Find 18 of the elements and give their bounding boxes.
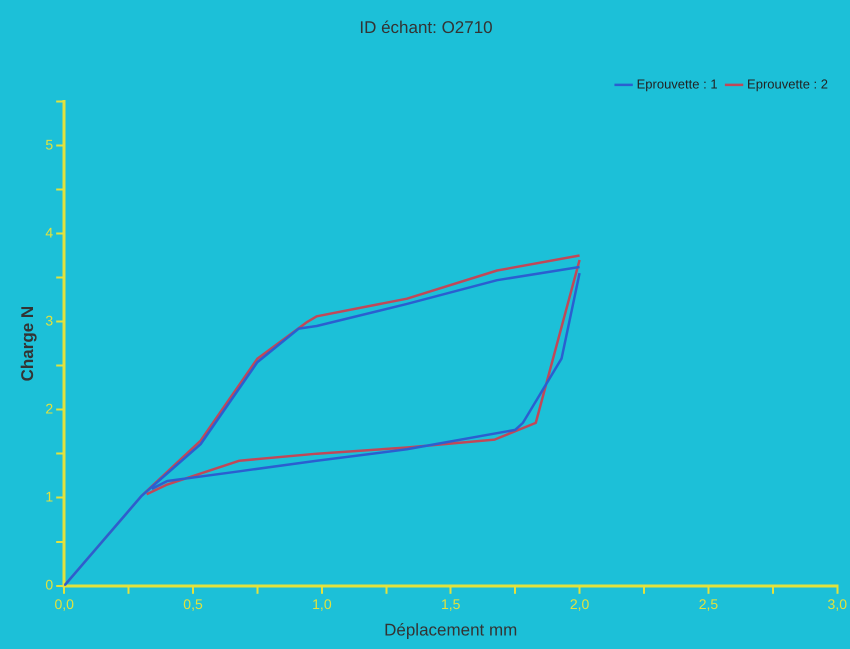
y-tick-label: 2 (45, 400, 54, 417)
y-tick-label: 3 (45, 312, 54, 328)
y-tick-label: 5 (45, 136, 54, 152)
x-tick-label: 0,5 (183, 596, 203, 612)
x-tick-label: 1,5 (440, 596, 461, 612)
x-tick-label: 1,0 (312, 596, 332, 612)
y-axis-title: Charge N (18, 306, 37, 382)
x-tick-label: 2,0 (570, 596, 590, 612)
y-tick-label: 0 (45, 576, 54, 593)
legend-label: Eprouvette : 1 (636, 76, 718, 92)
y-tick-label: 1 (45, 488, 54, 505)
chart-title: ID échant: O2710 (359, 18, 493, 37)
x-tick-label: 0,0 (54, 596, 74, 612)
x-tick-label: 2,5 (698, 596, 718, 612)
legend-label: Eprouvette : 2 (747, 76, 828, 92)
x-tick-label: 3,0 (828, 596, 848, 612)
x-axis-title: Déplacement mm (384, 620, 518, 640)
y-tick-label: 4 (45, 224, 54, 240)
